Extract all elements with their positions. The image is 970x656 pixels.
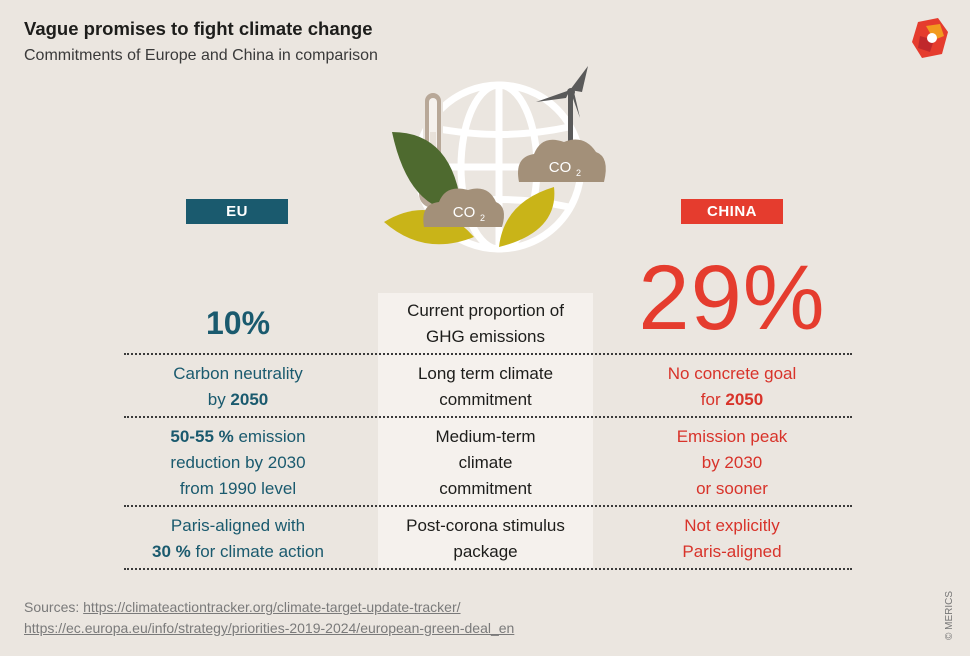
eu-medium-term: 50-55 % emission reduction by 2030 from … [124, 424, 352, 502]
china-line: by 2030 [701, 453, 763, 472]
criterion-line: GHG emissions [425, 327, 546, 346]
china-long-term: No concrete goal for 2050 [612, 361, 852, 413]
co2-subscript: 2 [576, 168, 581, 178]
eu-line: reduction by 2030 [170, 453, 306, 472]
china-line: Not explicitly [684, 516, 780, 535]
sources-prefix: Sources: [24, 599, 84, 615]
criterion-ghg: Current proportion of GHG emissions [378, 298, 593, 350]
criterion-line: commitment [439, 390, 532, 409]
co2-cloud-icon: CO 2 [518, 139, 606, 182]
eu-line: 30 % for climate action [152, 542, 324, 561]
china-line: for 2050 [700, 390, 764, 409]
source-link-european-green-deal[interactable]: https://ec.europa.eu/info/strategy/prior… [24, 620, 515, 636]
row-separator [124, 416, 852, 418]
chart-subtitle: Commitments of Europe and China in compa… [24, 47, 378, 64]
china-stimulus: Not explicitly Paris-aligned [612, 513, 852, 565]
criterion-medium-term: Medium-term climate commitment [378, 424, 593, 502]
china-label: CHINA [681, 199, 783, 224]
eu-ghg-share: 10% [205, 305, 271, 341]
row-separator [124, 568, 852, 570]
china-line: Emission peak [676, 427, 788, 446]
eu-label: EU [186, 199, 288, 224]
china-medium-term: Emission peak by 2030 or sooner [612, 424, 852, 502]
sources: Sources: https://climateactiontracker.or… [24, 597, 514, 639]
criterion-line: Medium-term [435, 427, 536, 446]
wind-turbine-icon [536, 66, 588, 162]
china-line: or sooner [696, 479, 768, 498]
criterion-line: climate [458, 453, 513, 472]
row-separator [124, 505, 852, 507]
criterion-line: package [453, 542, 518, 561]
eu-line: from 1990 level [179, 479, 297, 498]
criterion-line: Current proportion of [407, 301, 564, 320]
eu-line: 50-55 % emission [170, 427, 306, 446]
co2-cloud-icon: CO 2 [423, 188, 504, 227]
co2-text: CO [549, 159, 572, 176]
leaf-icon [392, 132, 462, 212]
eu-line: by 2050 [207, 390, 269, 409]
china-line: No concrete goal [667, 364, 797, 383]
china-line: Paris-aligned [682, 542, 782, 561]
eu-line: Paris-aligned with [170, 516, 306, 535]
source-link-climateactiontracker[interactable]: https://climateactiontracker.org/climate… [83, 599, 461, 615]
china-ghg-share: 29% [638, 247, 826, 349]
merics-logo-icon [912, 18, 948, 58]
row-separator [124, 353, 852, 355]
leaf-icon [499, 187, 555, 247]
eu-line: Carbon neutrality [173, 364, 303, 383]
co2-subscript: 2 [480, 213, 485, 223]
globe-illustration-icon: CO 2 CO 2 [384, 66, 606, 253]
criteria-panel [378, 293, 593, 568]
eu-stimulus: Paris-aligned with 30 % for climate acti… [124, 513, 352, 565]
criterion-long-term: Long term climate commitment [378, 361, 593, 413]
co2-text: CO [453, 204, 476, 221]
criterion-line: commitment [439, 479, 532, 498]
criterion-line: Long term climate [417, 364, 554, 383]
criterion-line: Post-corona stimulus [406, 516, 565, 535]
copyright: © MERICS [944, 590, 955, 640]
criterion-stimulus: Post-corona stimulus package [378, 513, 593, 565]
eu-long-term: Carbon neutrality by 2050 [124, 361, 352, 413]
chart-title: Vague promises to fight climate change [24, 18, 373, 39]
